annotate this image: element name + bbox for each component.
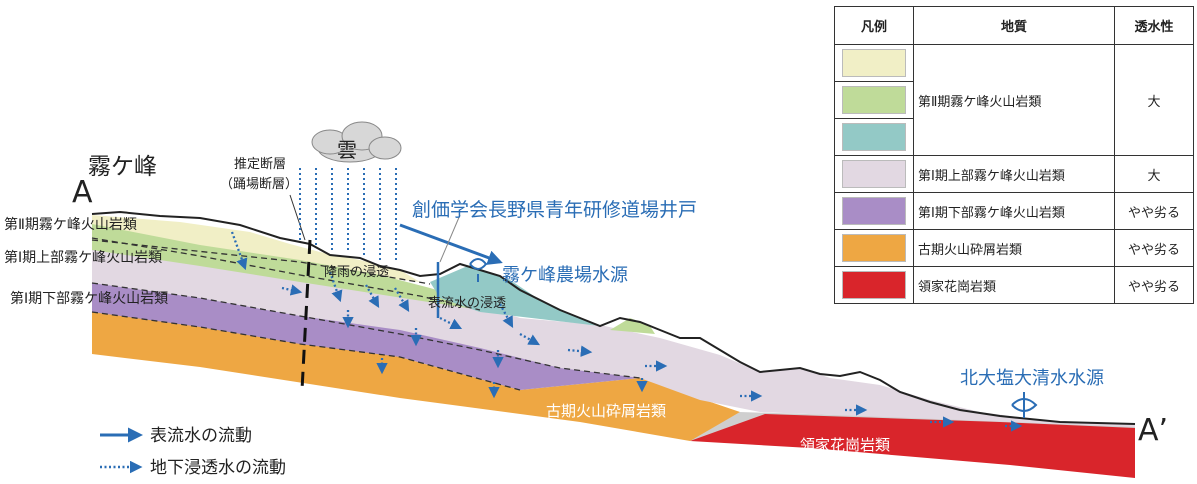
- legend-header-geology: 地質: [913, 6, 1115, 45]
- rain-lines: [299, 168, 397, 262]
- farm-source-label: 霧ケ峰農場水源: [502, 265, 628, 286]
- kitaoshio-spring-icon: [1011, 392, 1038, 418]
- cloud-label: 雲: [337, 138, 357, 162]
- legend-row: 第Ⅰ期上部霧ケ峰火山岩類 大: [834, 155, 1194, 193]
- legend-swatch: [842, 271, 906, 299]
- legend-row: 第Ⅰ期下部霧ケ峰火山岩類 やや劣る: [834, 192, 1194, 230]
- legend-geology-cell: 古期火山砕屑岩類: [913, 229, 1115, 267]
- kitaoshio-source-label: 北大塩大清水水源: [960, 368, 1104, 389]
- fault-label-line-2: （踊場断層）: [220, 177, 298, 192]
- well-pointer: [439, 214, 461, 263]
- groundwater-arrows: [230, 231, 1023, 432]
- legend-swatch: [842, 86, 906, 114]
- legend-swatch: [842, 123, 906, 151]
- layer-1-lower-label: 第Ⅰ期下部霧ケ峰火山岩類: [10, 290, 168, 307]
- fault-label-line-1: 推定断層: [234, 157, 286, 172]
- cloud-icon: [311, 121, 402, 163]
- legend-row: 領家花崗岩類 やや劣る: [834, 266, 1194, 304]
- kirigamine-label: 霧ケ峰: [88, 154, 157, 180]
- boundary-line-1: [91, 237, 481, 311]
- boundary-line-3: [91, 311, 521, 391]
- terrain-surface-line: [91, 210, 1136, 425]
- point-a-prime-label: A’: [1138, 413, 1168, 448]
- geology-legend-table: 凡例 地質 透水性 第Ⅱ期霧ケ峰火山岩類 大 第Ⅰ期上部霧ケ峰火山岩類 大 第Ⅰ…: [834, 6, 1194, 304]
- legend-geology-cell: 第Ⅱ期霧ケ峰火山岩類: [913, 44, 1115, 156]
- groundwater-flow-legend-label: 地下浸透水の流動: [150, 458, 286, 478]
- legend-swatch: [842, 160, 906, 188]
- ryoke-granite-layer: [690, 414, 1135, 478]
- point-a-label: A: [72, 175, 93, 210]
- layer-2-pale-area: [92, 215, 420, 282]
- legend-row: 第Ⅱ期霧ケ峰火山岩類 大: [834, 44, 1194, 156]
- layer-1-upper-label: 第Ⅰ期上部霧ケ峰火山岩類: [4, 249, 162, 266]
- legend-row: [834, 118, 1194, 156]
- legend-geology-cell: 領家花崗岩類: [913, 266, 1115, 304]
- legend-swatch: [842, 197, 906, 225]
- surface-flow-legend-label: 表流水の流動: [150, 426, 252, 446]
- legend-permeability-cell: やや劣る: [1114, 229, 1194, 267]
- legend-header-permeability: 透水性: [1114, 6, 1194, 45]
- legend-geology-cell: 第Ⅰ期下部霧ケ峰火山岩類: [913, 192, 1115, 230]
- layer-2-green-patch: [610, 318, 655, 334]
- boundary-line-2: [91, 282, 641, 379]
- farm-spring-icon: [469, 258, 488, 282]
- layer-2-label: 第Ⅱ期霧ケ峰火山岩類: [4, 216, 137, 233]
- ryoke-label: 領家花崗岩類: [800, 436, 890, 454]
- legend-permeability-cell: やや劣る: [1114, 266, 1194, 304]
- fault-pointer: [289, 194, 306, 241]
- layer-2-green-area: [92, 224, 480, 310]
- legend-row: 古期火山砕屑岩類 やや劣る: [834, 229, 1194, 267]
- legend-swatch: [842, 49, 906, 77]
- legend-swatch: [842, 234, 906, 262]
- layer-2-teal-area: [430, 265, 600, 326]
- well-label: 創価学会長野県青年研修道場井戸: [412, 199, 697, 221]
- rain-infiltration-label: 降雨の浸透: [324, 265, 389, 280]
- fault-line: [300, 239, 312, 391]
- legend-header-legend: 凡例: [834, 6, 914, 45]
- surface-flow-arrow: [399, 223, 503, 265]
- legend-permeability-cell: 大: [1114, 44, 1194, 156]
- legend-permeability-cell: 大: [1114, 155, 1194, 193]
- old-volcanic-label: 古期火山砕屑岩類: [546, 402, 666, 420]
- surface-infiltration-label: 表流水の浸透: [428, 296, 506, 311]
- legend-row: [834, 81, 1194, 119]
- legend-geology-cell: 第Ⅰ期上部霧ケ峰火山岩類: [913, 155, 1115, 193]
- legend-permeability-cell: やや劣る: [1114, 192, 1194, 230]
- old-volcanic-layer: [92, 312, 740, 441]
- legend-header-row: 凡例 地質 透水性: [834, 6, 1194, 45]
